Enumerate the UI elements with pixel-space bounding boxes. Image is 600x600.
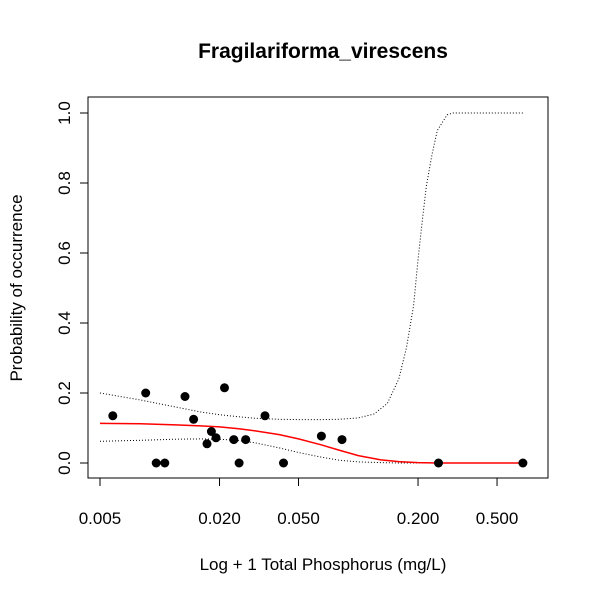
data-point xyxy=(220,383,229,393)
ci-upper-line xyxy=(99,112,523,421)
points-layer xyxy=(108,383,528,468)
x-tick-label: 0.020 xyxy=(198,509,241,528)
data-point xyxy=(234,458,244,468)
ci-lower-line xyxy=(99,438,523,464)
plot-frame xyxy=(87,96,549,479)
data-point xyxy=(202,439,212,449)
x-axis-label: Log + 1 Total Phosphorus (mg/L) xyxy=(200,555,447,574)
y-tick-label: 0.4 xyxy=(55,311,74,335)
y-tick-label: 0.8 xyxy=(55,171,74,195)
y-tick-label: 0.2 xyxy=(55,381,74,405)
data-point xyxy=(206,427,216,436)
data-point xyxy=(229,435,239,445)
fit-line xyxy=(99,422,523,464)
data-point xyxy=(180,392,190,401)
data-point xyxy=(434,458,443,468)
data-point xyxy=(151,458,161,468)
y-axis-label: Probability of occurrence xyxy=(7,194,26,381)
chart-title: Fragilariforma_virescens xyxy=(198,40,448,63)
data-point xyxy=(337,435,347,445)
data-point xyxy=(316,431,326,441)
data-point xyxy=(260,411,270,421)
y-axis: 0.0 0.2 0.4 0.6 0.8 1.0 xyxy=(55,101,89,475)
data-point xyxy=(241,435,251,445)
data-point xyxy=(108,411,118,421)
x-tick-label: 0.500 xyxy=(476,509,519,528)
y-tick-label: 1.0 xyxy=(55,101,74,125)
data-point xyxy=(279,458,288,468)
x-axis: 0.005 0.020 0.050 0.200 0.500 xyxy=(79,477,519,528)
data-point xyxy=(211,433,221,443)
data-point xyxy=(518,458,528,468)
fit-layer xyxy=(99,422,523,464)
data-point xyxy=(141,388,151,398)
x-tick-label: 0.200 xyxy=(397,509,440,528)
x-tick-label: 0.050 xyxy=(277,509,320,528)
confidence-bands xyxy=(99,112,523,464)
data-point xyxy=(189,414,199,424)
x-tick-label: 0.005 xyxy=(79,509,122,528)
y-tick-label: 0.6 xyxy=(55,241,74,265)
y-tick-label: 0.0 xyxy=(55,451,74,475)
data-point xyxy=(160,458,170,468)
